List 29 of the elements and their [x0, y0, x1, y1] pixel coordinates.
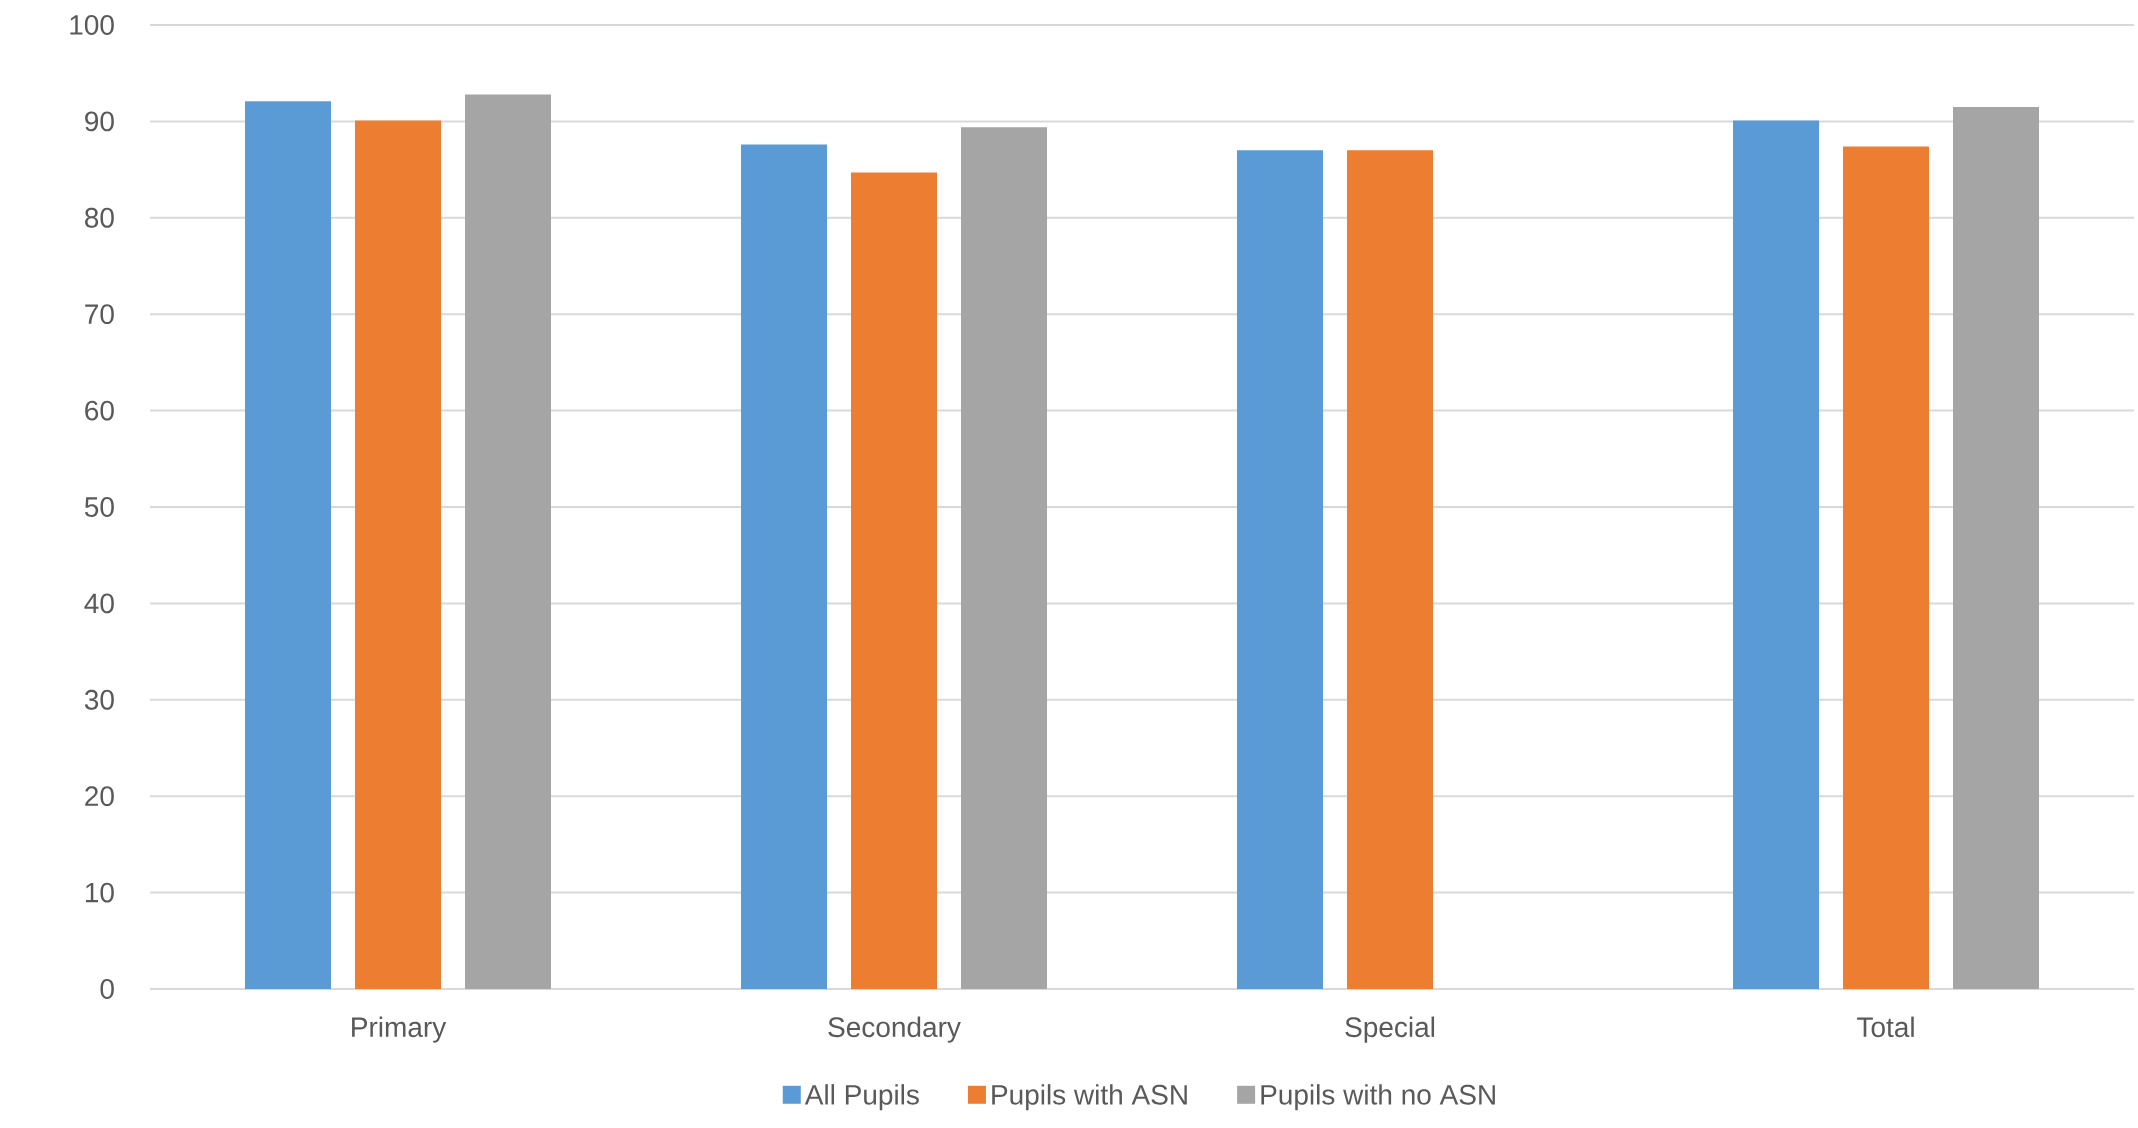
y-tick-label: 70 — [85, 304, 114, 325]
bar — [851, 172, 938, 989]
legend-label: Pupils with no ASN — [1261, 1084, 1495, 1111]
legend-label: Pupils with ASN — [992, 1084, 1187, 1111]
bar — [355, 120, 442, 989]
x-tick-label: Special — [1345, 1016, 1435, 1043]
legend-label: All Pupils — [804, 1084, 919, 1111]
bar — [741, 144, 828, 989]
y-tick-label: 100 — [70, 15, 114, 35]
bar — [1347, 150, 1434, 989]
x-tick-label: Total — [1857, 1016, 1914, 1038]
y-tick-label: 50 — [84, 497, 114, 517]
bar — [1953, 106, 2040, 989]
y-tick-label: 90 — [85, 111, 114, 132]
y-tick-label: 60 — [85, 400, 114, 421]
y-tick-label: 10 — [85, 882, 114, 903]
bar — [465, 94, 551, 989]
x-tick-label: Primary — [352, 1016, 447, 1043]
y-tick-label: 20 — [85, 786, 114, 807]
bar — [245, 101, 331, 989]
y-tick-label: 30 — [84, 689, 114, 710]
y-tick-label: 40 — [84, 593, 114, 614]
bar — [1843, 146, 1930, 989]
bar — [961, 127, 1048, 989]
y-tick-label: 0 — [100, 979, 114, 999]
bar — [1733, 120, 1820, 989]
bar — [1237, 150, 1324, 989]
y-tick-label: 80 — [85, 207, 114, 228]
x-tick-label: Secondary — [828, 1016, 961, 1043]
